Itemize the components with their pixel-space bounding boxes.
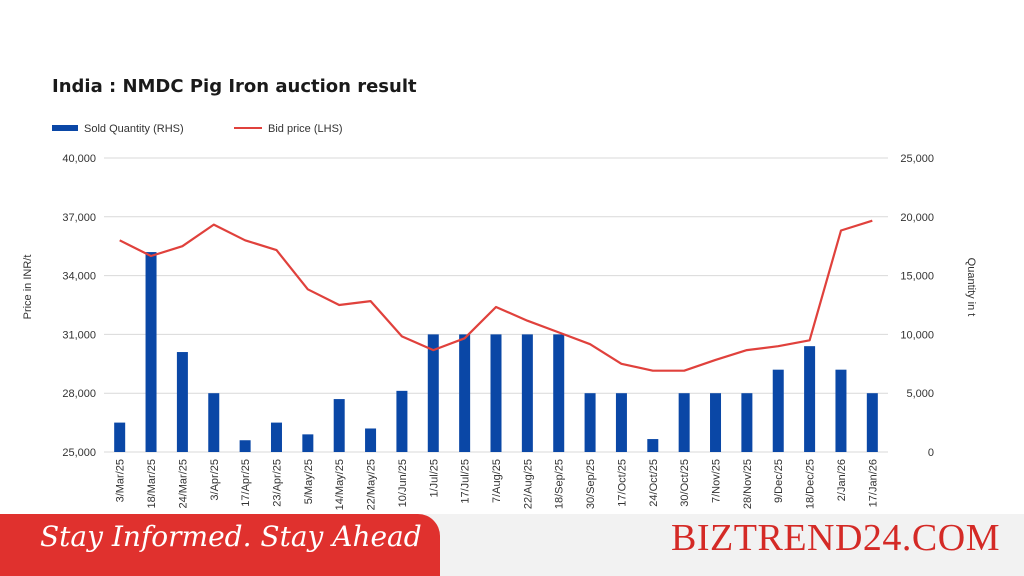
x-tick-label: 18/Sep/25 (554, 459, 566, 509)
chart-title: India : NMDC Pig Iron auction result (52, 76, 417, 97)
x-tick-label: 7/Nov/25 (711, 459, 723, 503)
x-tick-label: 17/Jan/26 (867, 459, 879, 507)
bar (710, 393, 722, 452)
bar (333, 399, 345, 452)
bar (835, 369, 847, 452)
bar (396, 390, 408, 452)
price-line (119, 219, 873, 372)
bar (365, 428, 377, 452)
tagline: Stay Informed. Stay Ahead (40, 520, 422, 553)
right-tick-label: 25,000 (900, 153, 934, 165)
bars-series (114, 252, 878, 452)
bar (804, 346, 816, 452)
left-tick-label: 37,000 (62, 212, 96, 224)
x-axis-ticks: 3/Mar/25 18/Mar/25 24/Mar/25 3/Apr/25 17/Apr… (115, 459, 880, 510)
bar (176, 352, 188, 452)
x-tick-label: 3/Mar/25 (115, 459, 127, 502)
x-tick-label: 23/Apr/25 (271, 459, 283, 507)
bar (741, 393, 753, 452)
x-tick-label: 24/Mar/25 (177, 459, 189, 509)
legend-label-price: Bid price (LHS) (268, 123, 343, 135)
legend-swatch-bar (52, 125, 78, 131)
x-tick-label: 17/Apr/25 (240, 459, 252, 507)
left-tick-label: 40,000 (62, 153, 96, 165)
x-tick-label: 22/Aug/25 (522, 459, 534, 509)
bar (459, 334, 471, 452)
bar (427, 334, 439, 452)
right-tick-label: 20,000 (900, 212, 934, 224)
x-tick-label: 7/Aug/25 (491, 459, 503, 503)
x-tick-label: 17/Oct/25 (616, 459, 628, 507)
bar (584, 393, 596, 452)
y2-axis-label: Quantity in t (965, 258, 977, 317)
chart: Sold Quantity (RHS) Bid price (LHS) 25,00… (22, 123, 977, 510)
right-tick-label: 15,000 (900, 271, 934, 283)
left-tick-label: 28,000 (62, 388, 96, 400)
bar (270, 422, 282, 452)
x-tick-label: 5/May/25 (303, 459, 315, 504)
x-tick-label: 3/Apr/25 (209, 459, 221, 501)
bar (114, 422, 126, 452)
bar (239, 440, 251, 452)
bar (615, 393, 627, 452)
x-tick-label: 30/Oct/25 (679, 459, 691, 507)
brand-logo: BIZTREND24.COM (671, 517, 1000, 559)
left-tick-label: 31,000 (62, 329, 96, 341)
bar (490, 334, 502, 452)
bar (772, 369, 784, 452)
x-tick-label: 14/May/25 (334, 459, 346, 510)
bar (553, 334, 565, 452)
bar (678, 393, 690, 452)
x-tick-label: 24/Oct/25 (648, 459, 660, 507)
left-axis-ticks: 25,000 28,000 31,000 34,000 37,000 40,000 (62, 153, 96, 459)
y-axis-label: Price in INR/t (22, 255, 34, 320)
x-tick-label: 30/Sep/25 (585, 459, 597, 509)
bar (521, 334, 533, 452)
x-tick-label: 9/Dec/25 (773, 459, 785, 503)
tagline-banner (0, 514, 440, 576)
x-tick-label: 1/Jul/25 (428, 459, 440, 498)
bar (145, 252, 157, 452)
x-tick-label: 22/May/25 (366, 459, 378, 510)
bar (208, 393, 220, 452)
x-tick-label: 10/Jun/25 (397, 459, 409, 507)
x-tick-label: 18/Dec/25 (805, 459, 817, 509)
x-tick-label: 17/Jul/25 (460, 459, 472, 504)
bar (302, 434, 314, 452)
right-tick-label: 0 (928, 447, 934, 459)
x-tick-label: 2/Jan/26 (836, 459, 848, 501)
x-tick-label: 18/Mar/25 (146, 459, 158, 509)
line-series (119, 219, 873, 372)
legend: Sold Quantity (RHS) Bid price (LHS) (52, 123, 343, 135)
right-axis-ticks: 0 5,000 10,000 15,000 20,000 25,000 (900, 153, 934, 459)
right-tick-label: 5,000 (906, 388, 934, 400)
left-tick-label: 25,000 (62, 447, 96, 459)
x-tick-label: 28/Nov/25 (742, 459, 754, 509)
right-tick-label: 10,000 (900, 329, 934, 341)
left-tick-label: 34,000 (62, 271, 96, 283)
bar (866, 393, 878, 452)
bar (647, 439, 659, 452)
legend-label-quantity: Sold Quantity (RHS) (84, 123, 184, 135)
